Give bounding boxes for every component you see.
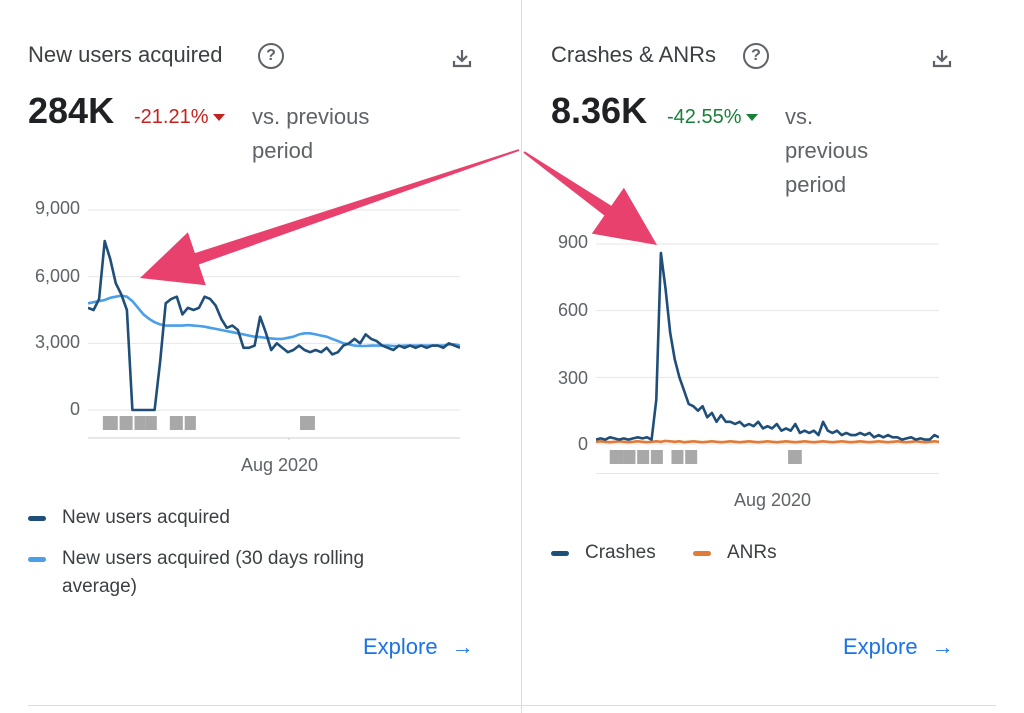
y-tick-label: 0 xyxy=(577,434,588,454)
legend-item: ANRs xyxy=(727,542,777,563)
redacted-label xyxy=(169,416,183,430)
delta-value: -42.55% xyxy=(667,106,742,128)
comparison-label: vs. previous period xyxy=(252,100,369,168)
redacted-label xyxy=(102,416,118,430)
redacted-label xyxy=(300,416,315,430)
help-icon[interactable]: ? xyxy=(258,43,284,69)
redacted-label xyxy=(623,450,636,464)
y-tick-label: 9,000 xyxy=(34,198,80,218)
redacted-label xyxy=(650,450,663,464)
series-line-2 xyxy=(596,439,939,444)
series-line-1 xyxy=(88,239,460,412)
crashes-chart xyxy=(596,243,939,474)
new-users-chart xyxy=(88,209,460,440)
redacted-label xyxy=(671,450,684,464)
redacted-label xyxy=(134,416,146,430)
x-tick-label: Aug 2020 xyxy=(734,490,812,510)
card-divider xyxy=(521,0,522,713)
bottom-divider xyxy=(28,705,996,706)
help-icon[interactable]: ? xyxy=(743,43,769,69)
y-tick-label: 6,000 xyxy=(34,266,80,286)
redacted-label xyxy=(788,450,802,464)
delta-value: -21.21% xyxy=(134,106,209,128)
y-tick-label: 300 xyxy=(557,368,588,388)
series-line-1 xyxy=(596,251,939,441)
legend-swatch xyxy=(28,557,46,562)
download-icon[interactable] xyxy=(932,48,952,68)
legend-item: New users acquired xyxy=(62,507,230,528)
new-users-card: New users acquired ? 284K -21.21% vs. pr… xyxy=(28,42,474,660)
comparison-line: period xyxy=(785,172,847,197)
comparison-line: previous xyxy=(785,138,869,163)
arrow-right-icon: → xyxy=(451,634,474,659)
y-tick-label: 3,000 xyxy=(34,332,80,352)
explore-link[interactable]: Explore → xyxy=(363,634,474,660)
redacted-label xyxy=(145,416,157,430)
metric-value: 8.36K xyxy=(551,90,648,131)
caret-down-icon xyxy=(212,114,225,122)
explore-label: Explore xyxy=(363,634,438,659)
legend-line: New users acquired (30 days rolling xyxy=(62,548,365,569)
card-title: New users acquired xyxy=(28,42,223,67)
explore-link[interactable]: Explore → xyxy=(843,634,954,660)
comparison-line: vs. previous xyxy=(252,104,370,129)
legend-line: average) xyxy=(62,576,137,597)
series-line-2 xyxy=(88,294,460,348)
comparison-line: vs. xyxy=(785,104,814,129)
y-tick-label: 600 xyxy=(557,300,588,320)
redacted-label xyxy=(637,450,650,464)
comparison-line: period xyxy=(252,138,314,163)
comparison-label: vs. previous period xyxy=(785,100,868,202)
delta-badge: -42.55% xyxy=(667,106,758,129)
redacted-label xyxy=(184,416,196,430)
redacted-label xyxy=(609,450,624,464)
legend-swatch xyxy=(551,551,569,556)
delta-badge: -21.21% xyxy=(134,106,225,129)
metric-value: 284K xyxy=(28,90,115,131)
arrow-right-icon: → xyxy=(931,634,954,659)
y-tick-label: 900 xyxy=(557,232,588,252)
card-title: Crashes & ANRs xyxy=(551,42,717,67)
legend-item: New users acquired (30 days rolling aver… xyxy=(62,545,364,601)
caret-down-icon xyxy=(745,114,758,122)
crashes-card: Crashes & ANRs ? 8.36K -42.55% vs. previ… xyxy=(522,0,1024,713)
y-tick-label: 0 xyxy=(69,399,80,419)
x-tick-label: Aug 2020 xyxy=(241,455,319,475)
legend-swatch xyxy=(28,516,46,521)
redacted-label xyxy=(685,450,698,464)
download-icon[interactable] xyxy=(452,48,472,68)
redacted-label xyxy=(119,416,133,430)
legend-item: Crashes xyxy=(585,542,656,563)
legend-swatch xyxy=(693,551,711,556)
explore-label: Explore xyxy=(843,634,918,659)
